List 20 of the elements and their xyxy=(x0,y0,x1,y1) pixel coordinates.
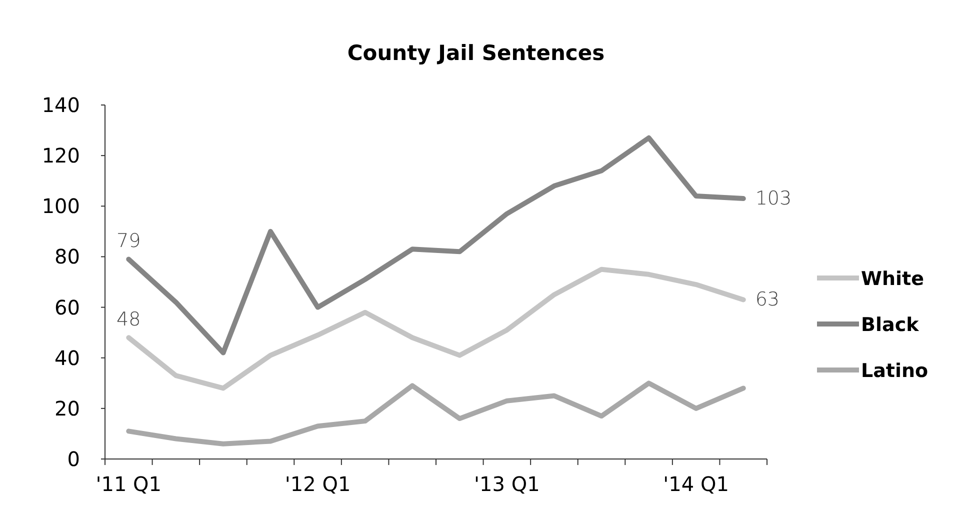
legend-label: Black xyxy=(861,314,920,336)
y-tick-label: 100 xyxy=(42,194,80,218)
y-tick-label: 80 xyxy=(54,244,80,269)
y-tick-label: 40 xyxy=(54,346,80,370)
legend-label: White xyxy=(861,268,924,290)
x-tick-label: '13 Q1 xyxy=(474,472,540,496)
data-label: 48 xyxy=(116,308,141,331)
data-label: 79 xyxy=(116,230,141,252)
data-label: 103 xyxy=(755,188,792,210)
y-tick-label: 120 xyxy=(42,144,80,168)
y-tick-label: 20 xyxy=(54,396,80,420)
legend-label: Latino xyxy=(861,360,928,382)
x-tick-label: '12 Q1 xyxy=(284,472,351,496)
x-tick-label: '14 Q1 xyxy=(663,472,729,496)
data-label: 63 xyxy=(755,288,780,311)
x-tick-label: '11 Q1 xyxy=(96,472,162,496)
y-tick-label: 60 xyxy=(54,295,80,320)
y-tick-label: 140 xyxy=(42,93,80,117)
y-tick-label: 0 xyxy=(67,447,80,471)
chart-title: County Jail Sentences xyxy=(347,41,605,65)
